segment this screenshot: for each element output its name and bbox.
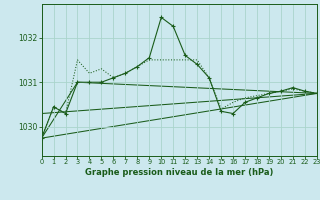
- X-axis label: Graphe pression niveau de la mer (hPa): Graphe pression niveau de la mer (hPa): [85, 168, 273, 177]
